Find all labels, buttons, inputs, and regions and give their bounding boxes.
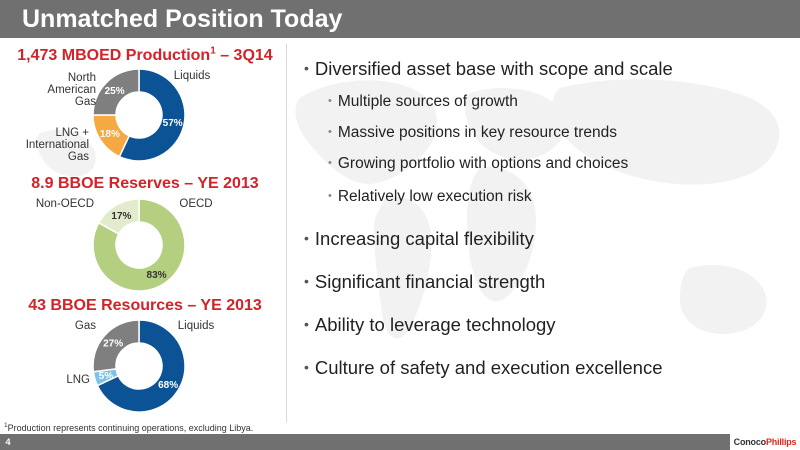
company-logo: ConocoPhillips (730, 434, 800, 450)
slice-category-label: Gas (68, 151, 89, 163)
chart-title-production: 1,473 MBOED Production1 – 3Q14 (17, 45, 273, 64)
column-divider (286, 44, 287, 422)
slice-category-label: Gas (75, 320, 96, 332)
slice-category-label: Non-OECD (36, 198, 94, 210)
bullet-item: Significant financial strength (304, 271, 545, 294)
slide-footer: 4 ConocoPhillips (0, 434, 800, 450)
chart-title-reserves: 8.9 BBOE Reserves – YE 2013 (31, 175, 259, 192)
slice-category-label: Liquids (174, 70, 211, 82)
slice-category-label: North (68, 72, 96, 84)
sub-bullet-item: Massive positions in key resource trends (328, 123, 617, 144)
slice-category-label: Gas (75, 96, 96, 108)
slice-oecd (92, 198, 186, 292)
bullet-item: Culture of safety and execution excellen… (304, 357, 663, 380)
bullet-item: Increasing capital flexibility (304, 228, 534, 251)
slice-value-label: 57% (163, 118, 183, 129)
sub-bullet-item: Relatively low execution risk (328, 187, 532, 208)
slide-header: Unmatched Position Today (0, 0, 800, 38)
slice-category-label: American (47, 84, 96, 96)
slice-north-american-gas (92, 68, 140, 116)
slice-liquids (96, 319, 186, 413)
sub-bullet-item: Multiple sources of growth (328, 92, 518, 113)
slice-value-label: 83% (147, 270, 167, 281)
bullet-item: Ability to leverage technology (304, 314, 556, 337)
footnote: 1Production represents continuing operat… (4, 422, 254, 433)
slice-value-label: 17% (111, 211, 131, 222)
slice-gas (92, 319, 140, 373)
bullet-item: Diversified asset base with scope and sc… (304, 58, 673, 81)
slice-value-label: 68% (158, 380, 178, 391)
reserves-donut-chart: 83% 17% OECD Non-OECD (36, 198, 213, 292)
slide-title: Unmatched Position Today (22, 5, 343, 33)
slice-value-label: 5% (99, 371, 114, 382)
slice-liquids (118, 68, 186, 162)
page-number: 4 (5, 437, 11, 447)
slice-category-label: LNG (66, 374, 90, 386)
slice-category-label: LNG + (55, 127, 89, 139)
sub-bullet-item: Growing portfolio with options and choic… (328, 154, 628, 175)
chart-title-resources: 43 BBOE Resources – YE 2013 (28, 297, 262, 314)
slice-category-label: OECD (179, 198, 212, 210)
slice-category-label: Liquids (178, 320, 215, 332)
slice-value-label: 27% (103, 339, 123, 350)
resources-donut-chart: 68% 5% 27% Liquids LNG Gas (66, 319, 215, 413)
slice-value-label: 18% (100, 129, 120, 140)
slice-category-label: International (26, 139, 89, 151)
slice-value-label: 25% (105, 86, 125, 97)
slice-non-oecd (97, 198, 140, 235)
